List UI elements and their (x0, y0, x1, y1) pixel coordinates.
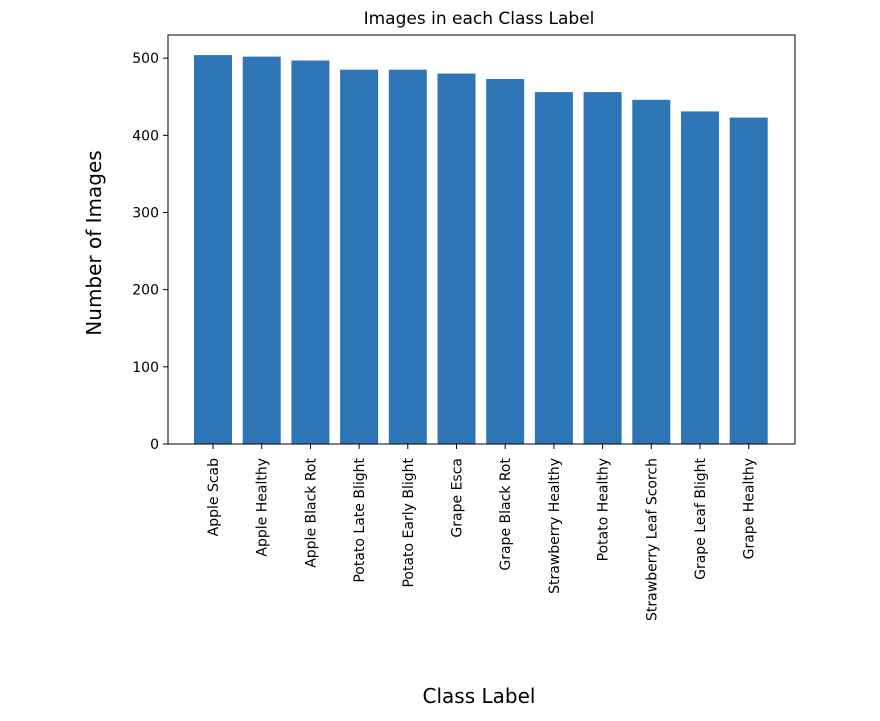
x-tick-label: Potato Healthy (596, 458, 612, 561)
x-tick-label: Strawberry Healthy (547, 458, 563, 594)
y-axis: 0 100 200 300 400 500 (132, 51, 168, 453)
x-axis-label: Class Label (423, 684, 536, 708)
x-tick-label: Strawberry Leaf Scorch (644, 458, 660, 621)
x-tick-label: Apple Black Rot (303, 458, 319, 568)
y-tick-label: 100 (132, 360, 159, 376)
x-tick-label: Grape Esca (450, 458, 466, 538)
plot-area-frame (167, 34, 796, 445)
x-tick-label: Grape Black Rot (498, 457, 514, 570)
y-tick-label: 500 (132, 51, 159, 67)
y-tick-label: 300 (132, 205, 159, 221)
bar (486, 79, 525, 444)
bar (729, 117, 768, 444)
bar (242, 56, 281, 444)
y-tick-label: 0 (150, 437, 159, 453)
y-tick-label: 400 (132, 128, 159, 144)
bar (194, 55, 232, 444)
x-tick-label: Grape Leaf Blight (693, 458, 709, 580)
y-tick-label: 200 (132, 283, 159, 299)
bar (632, 99, 671, 445)
chart-title: Images in each Class Label (364, 9, 595, 29)
x-tick-label: Grape Healthy (742, 458, 758, 559)
x-tick-label: Potato Late Blight (352, 457, 368, 582)
bar (291, 60, 330, 444)
bar (388, 69, 427, 444)
bars-group (194, 55, 768, 445)
bar (340, 69, 379, 444)
x-tick-label: Potato Early Blight (401, 458, 417, 588)
bar (437, 73, 476, 444)
x-tick-label: Apple Healthy (255, 458, 271, 557)
x-axis: Apple Scab Apple Healthy Apple Black Rot Po… (206, 444, 758, 621)
bar (534, 92, 573, 444)
x-tick-label: Apple Scab (206, 458, 222, 536)
bar (583, 92, 622, 444)
y-axis-label: Number of Images (82, 150, 106, 335)
bar (681, 111, 719, 445)
